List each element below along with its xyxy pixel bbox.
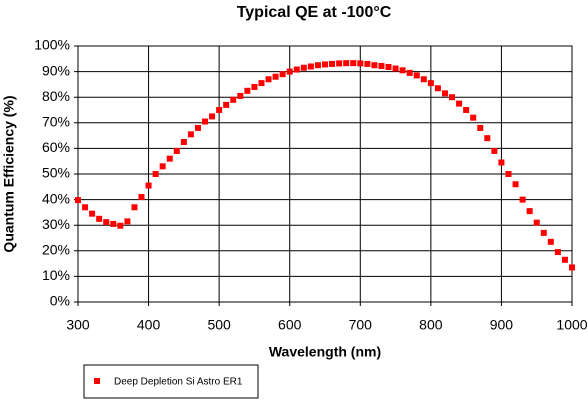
y-axis-label: Quantum Efficiency (%) <box>1 95 17 252</box>
data-point <box>286 68 293 75</box>
chart-title: Typical QE at -100°C <box>237 4 392 21</box>
data-point <box>173 147 180 154</box>
y-tick-label: 40% <box>42 190 70 206</box>
data-point <box>378 62 385 69</box>
data-point <box>441 90 448 97</box>
data-point <box>202 118 209 125</box>
data-point <box>449 94 456 101</box>
data-point <box>110 220 117 227</box>
data-point <box>258 80 265 87</box>
x-tick-label: 700 <box>349 317 373 333</box>
data-point <box>434 85 441 92</box>
data-point <box>103 219 110 226</box>
x-tick-label: 500 <box>207 317 231 333</box>
data-point <box>89 210 96 217</box>
data-point <box>456 100 463 107</box>
data-point <box>279 71 286 78</box>
data-point <box>166 155 173 162</box>
data-point <box>427 80 434 87</box>
data-point <box>420 76 427 83</box>
x-tick-label: 600 <box>278 317 302 333</box>
data-point <box>152 171 159 177</box>
data-point <box>357 60 364 67</box>
data-point <box>223 101 230 108</box>
data-point <box>385 63 392 70</box>
data-point <box>343 60 350 67</box>
data-point <box>350 60 357 67</box>
x-tick-label: 400 <box>137 317 161 333</box>
data-point <box>413 72 420 79</box>
data-point <box>265 76 272 83</box>
data-point <box>251 83 258 90</box>
data-point <box>307 63 314 70</box>
x-tick-label: 1000 <box>556 317 587 333</box>
data-point <box>322 61 328 68</box>
y-tick-label: 90% <box>42 62 70 78</box>
data-point <box>540 229 547 236</box>
y-tick-label: 30% <box>42 216 70 232</box>
data-point <box>512 181 519 188</box>
data-point <box>371 62 378 69</box>
data-point <box>293 66 300 73</box>
data-point <box>519 196 526 203</box>
x-tick-label: 800 <box>419 317 443 333</box>
data-point <box>505 171 512 177</box>
data-point <box>470 114 477 121</box>
y-tick-label: 70% <box>42 114 70 130</box>
legend-box <box>83 364 259 399</box>
data-point <box>406 69 413 76</box>
data-point <box>554 249 561 256</box>
data-point <box>230 96 237 103</box>
data-point <box>364 60 371 67</box>
data-point <box>216 107 223 113</box>
data-point <box>145 182 152 189</box>
data-point <box>533 219 540 226</box>
data-point <box>194 124 201 131</box>
y-tick-label: 80% <box>42 88 70 104</box>
x-tick-label: 900 <box>490 317 514 333</box>
data-point <box>392 65 399 72</box>
data-point <box>272 73 279 80</box>
data-point <box>187 131 194 138</box>
data-point <box>237 92 244 99</box>
data-point <box>561 256 568 263</box>
data-point <box>96 215 103 222</box>
data-point <box>399 67 406 74</box>
data-point <box>498 159 505 166</box>
y-tick-label: 50% <box>42 165 70 181</box>
data-point <box>336 60 343 67</box>
data-point <box>244 87 251 94</box>
y-tick-label: 60% <box>42 139 70 155</box>
x-axis-label: Wavelength (nm) <box>269 344 381 360</box>
data-point <box>314 62 321 69</box>
data-point <box>484 135 491 142</box>
legend-label: Deep Depletion Si Astro ER1 <box>114 377 243 388</box>
y-tick-label: 0% <box>50 293 70 309</box>
data-point <box>526 208 533 215</box>
data-point <box>463 107 470 113</box>
data-point <box>477 124 484 131</box>
data-point <box>159 163 166 170</box>
y-tick-label: 10% <box>42 267 70 283</box>
x-tick-label: 300 <box>66 317 90 333</box>
data-point <box>329 60 336 67</box>
data-point <box>180 139 187 145</box>
data-point <box>569 264 575 271</box>
data-point <box>117 222 124 229</box>
data-point <box>209 113 216 120</box>
data-point <box>124 218 131 225</box>
data-point <box>138 194 145 201</box>
data-point <box>82 204 89 211</box>
data-point <box>75 197 81 204</box>
y-tick-label: 20% <box>42 242 70 258</box>
data-point <box>300 64 307 71</box>
legend-marker <box>94 378 100 384</box>
data-point <box>131 204 138 211</box>
y-tick-label: 100% <box>34 37 70 53</box>
data-point <box>547 238 554 245</box>
data-point <box>491 147 498 154</box>
